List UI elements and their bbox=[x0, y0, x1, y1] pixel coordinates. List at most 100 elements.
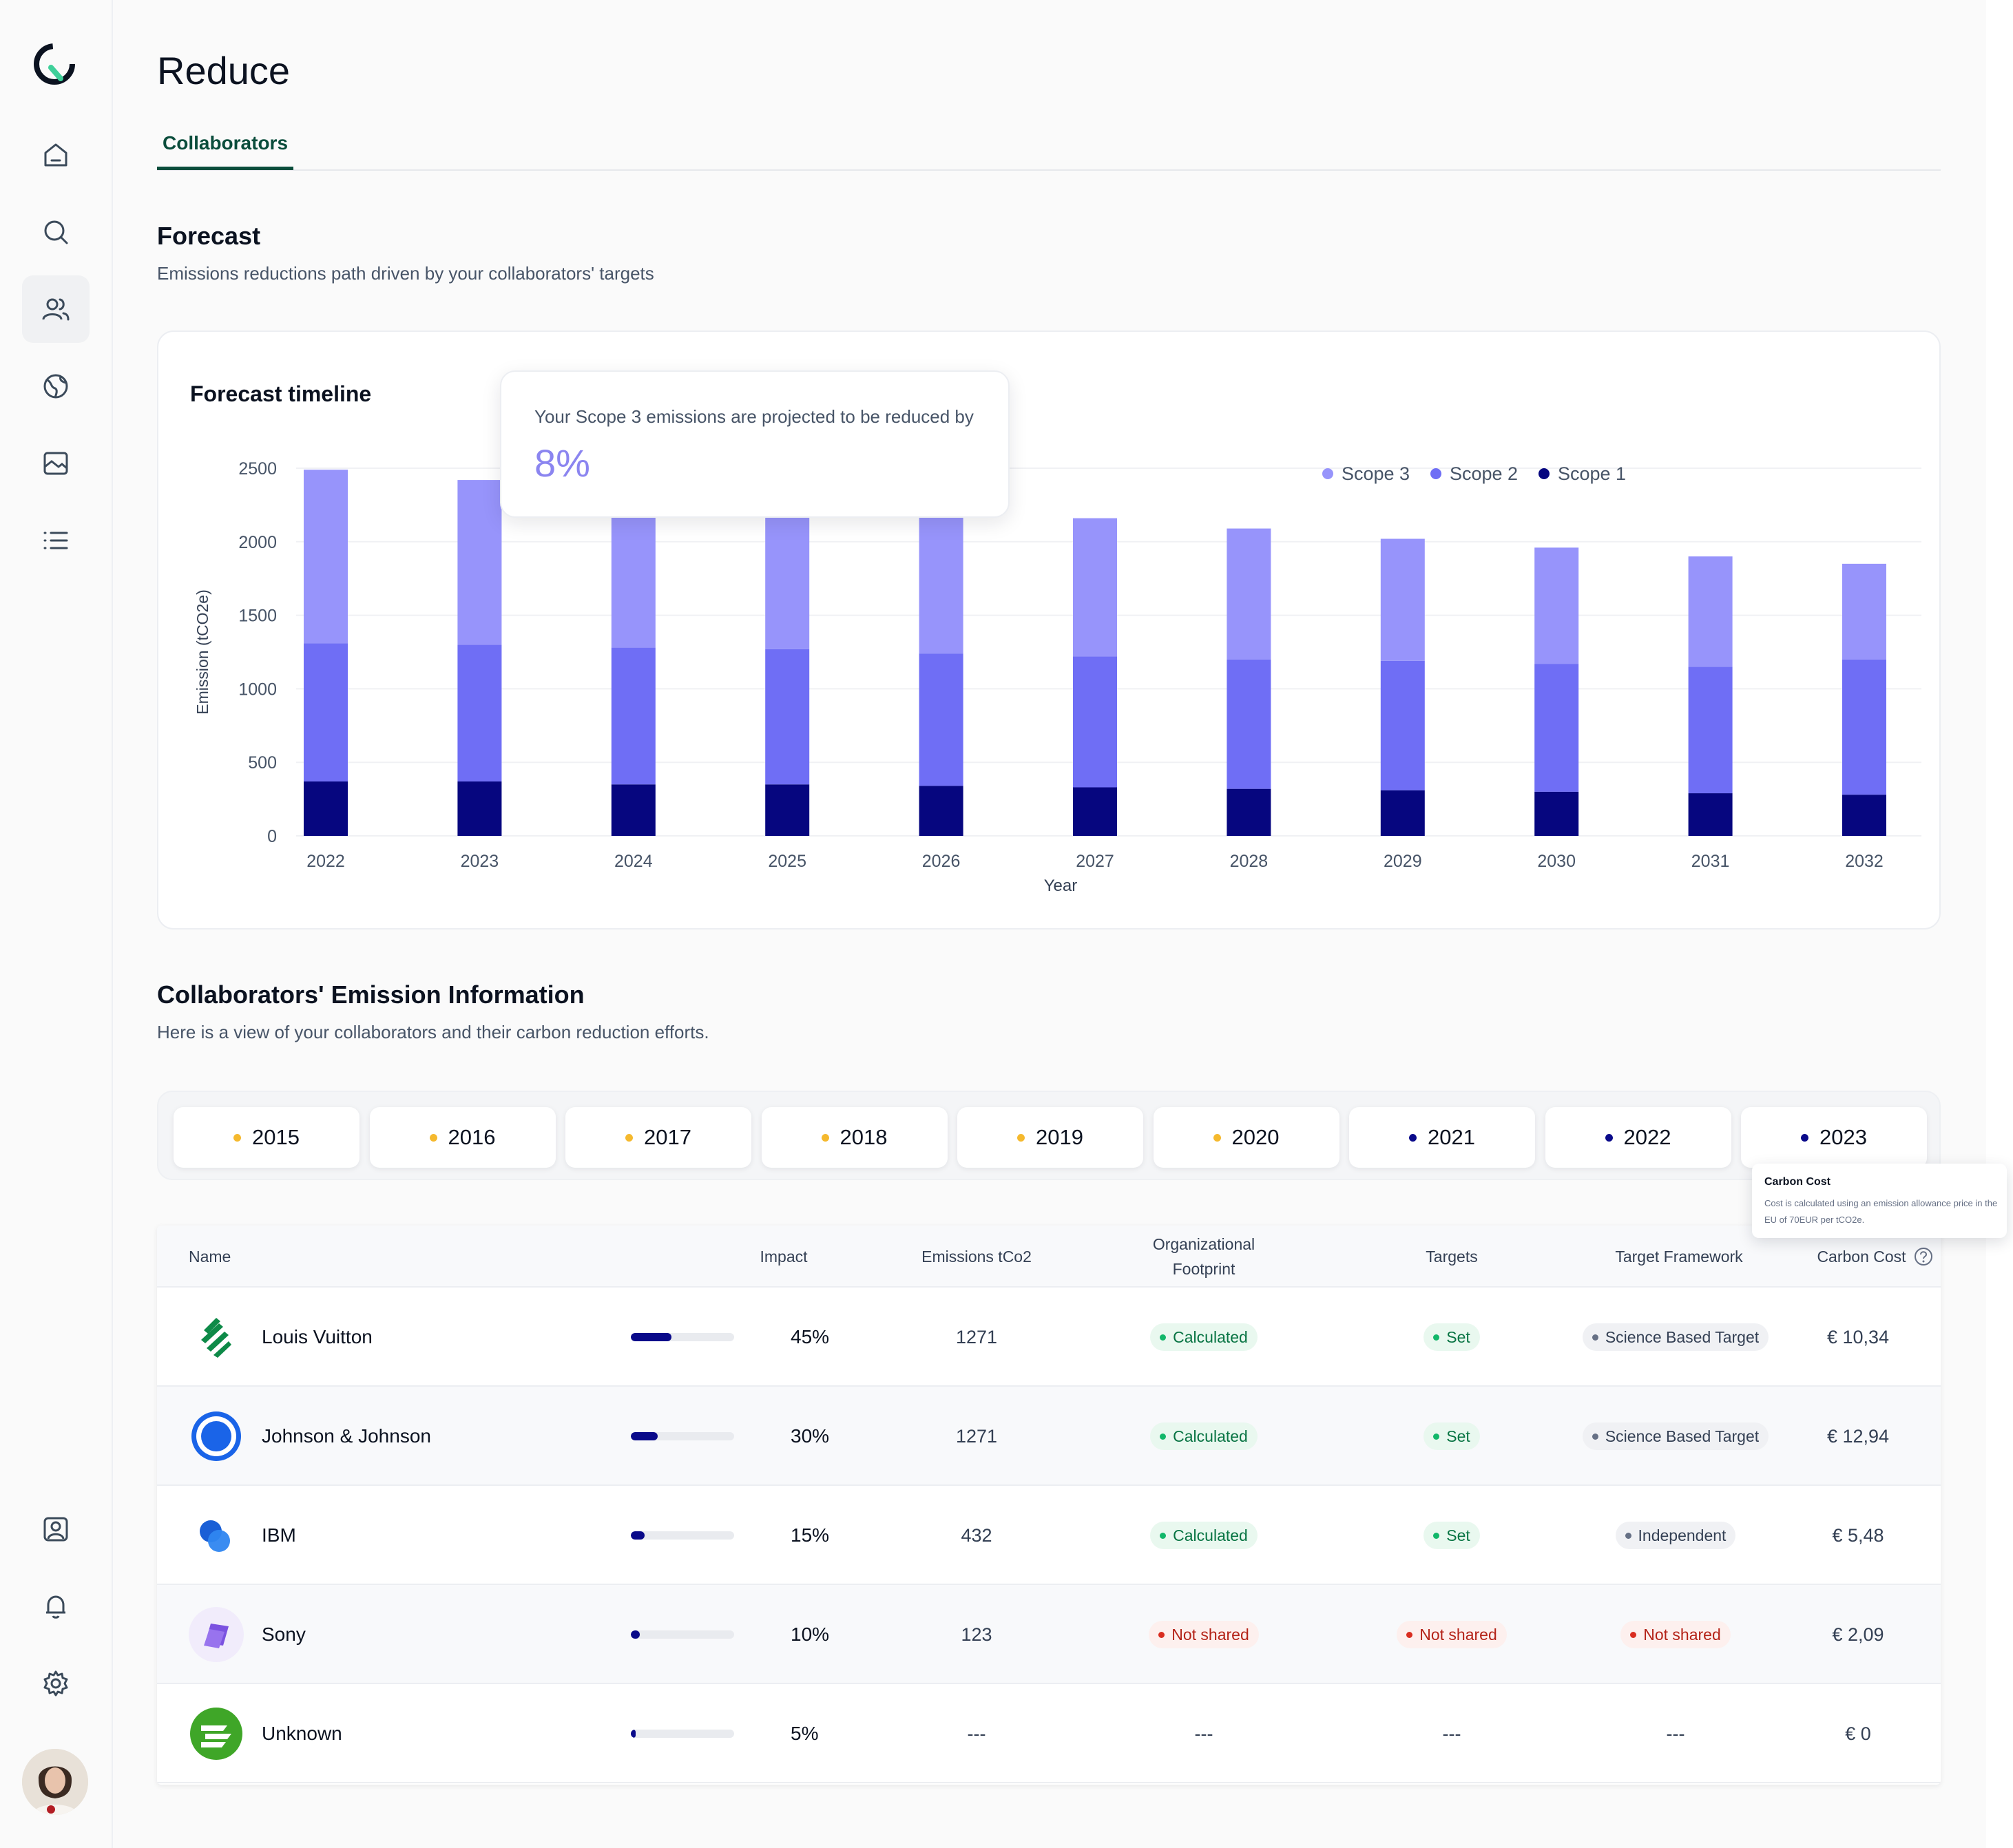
year-label: 2015 bbox=[252, 1125, 300, 1149]
year-label: 2022 bbox=[1623, 1125, 1671, 1149]
x-tick-label: 2031 bbox=[1691, 852, 1730, 871]
year-pill[interactable]: 2022 bbox=[1545, 1107, 1731, 1168]
bar-scope-2 bbox=[1842, 659, 1886, 795]
bar-scope-2 bbox=[611, 647, 656, 785]
targets-cell: Set bbox=[1369, 1486, 1534, 1585]
company-name[interactable]: Unknown bbox=[262, 1723, 342, 1744]
footprint-cell: Calculated bbox=[1121, 1486, 1286, 1585]
forecast-chart: 0 500 1000 1500 2000 2500 Emission (tCO2e) Year… bbox=[194, 459, 1921, 895]
th-emissions[interactable]: Emissions tCo2 bbox=[921, 1248, 1032, 1266]
th-impact[interactable]: Impact bbox=[760, 1248, 808, 1266]
table-row[interactable]: Johnson & Johnson 30% 1271 Calculated Set Sci… bbox=[157, 1387, 1941, 1486]
users-icon[interactable] bbox=[22, 275, 90, 343]
unknown-logo-icon bbox=[189, 1706, 244, 1761]
table-row[interactable]: Unknown 5% --- --- --- --- € 0 bbox=[157, 1684, 1941, 1783]
status-dot bbox=[1409, 1133, 1417, 1142]
th-org-footprint[interactable]: Organizational Footprint bbox=[1121, 1226, 1286, 1288]
contact-icon[interactable] bbox=[22, 1495, 90, 1563]
impact-bar-fill bbox=[631, 1432, 658, 1440]
y-axis-label: Emission (tCO2e) bbox=[194, 589, 211, 714]
sidebar bbox=[0, 0, 113, 1848]
status-badge-label: Calculated bbox=[1173, 1327, 1248, 1346]
table-row[interactable]: Louis Vuitton 45% 1271 Calculated Set Science… bbox=[157, 1288, 1941, 1387]
home-icon[interactable] bbox=[22, 121, 90, 189]
bar-scope-3 bbox=[457, 480, 502, 645]
status-badge: Set bbox=[1423, 1323, 1480, 1351]
list-icon[interactable] bbox=[22, 507, 90, 574]
carbon-cost-tooltip: Carbon Cost Cost is calculated using an … bbox=[1752, 1164, 2007, 1238]
search-icon[interactable] bbox=[22, 198, 90, 266]
year-pill[interactable]: 2018 bbox=[761, 1107, 948, 1168]
year-pill[interactable]: 2019 bbox=[957, 1107, 1143, 1168]
year-label: 2023 bbox=[1819, 1125, 1867, 1149]
bar-scope-3 bbox=[1227, 528, 1271, 660]
status-badge-label: Set bbox=[1446, 1427, 1470, 1445]
impact-percent: 45% bbox=[791, 1326, 830, 1347]
status-dot bbox=[1592, 1433, 1598, 1440]
targets-cell: --- bbox=[1369, 1684, 1534, 1783]
year-pill[interactable]: 2015 bbox=[174, 1107, 359, 1168]
bar-scope-3 bbox=[919, 505, 963, 654]
company-name[interactable]: Sony bbox=[262, 1624, 306, 1645]
status-dot bbox=[1160, 1334, 1167, 1341]
company-name[interactable]: Johnson & Johnson bbox=[262, 1425, 431, 1447]
carbon-cost-value: € 0 bbox=[1845, 1723, 1871, 1744]
x-tick-label: 2026 bbox=[922, 852, 961, 871]
bar-scope-2 bbox=[1534, 664, 1579, 792]
th-carbon-cost[interactable]: Carbon Cost bbox=[1796, 1226, 1941, 1288]
app-logo-icon[interactable] bbox=[30, 40, 79, 88]
table-row[interactable]: IBM 15% 432 Calculated Set Independent € 5,48 bbox=[157, 1486, 1941, 1585]
forecast-subtitle: Emissions reductions path driven by your… bbox=[157, 263, 654, 284]
x-axis-label: Year bbox=[1044, 876, 1078, 895]
th-framework[interactable]: Target Framework bbox=[1615, 1248, 1743, 1266]
status-dot bbox=[233, 1133, 242, 1142]
status-badge: Calculated bbox=[1150, 1522, 1258, 1549]
bar-scope-1 bbox=[1534, 791, 1579, 836]
company-name[interactable]: IBM bbox=[262, 1524, 296, 1546]
carbon-cost-tooltip-body: Cost is calculated using an emission all… bbox=[1764, 1198, 1998, 1225]
emissions-value: 1271 bbox=[955, 1425, 998, 1447]
impact-bar bbox=[631, 1531, 734, 1540]
year-pill[interactable]: 2016 bbox=[369, 1107, 556, 1168]
company-name[interactable]: Louis Vuitton bbox=[262, 1326, 373, 1347]
impact-bar bbox=[631, 1630, 734, 1639]
y-tick-label: 2500 bbox=[238, 459, 277, 479]
status-badge-label: Independent bbox=[1638, 1526, 1727, 1544]
year-label: 2020 bbox=[1231, 1125, 1280, 1149]
year-pill[interactable]: 2020 bbox=[1153, 1107, 1339, 1168]
bar-scope-1 bbox=[611, 784, 656, 836]
footprint-cell: Calculated bbox=[1121, 1288, 1286, 1387]
bar-scope-1 bbox=[1688, 793, 1733, 836]
impact-bar-fill bbox=[631, 1531, 645, 1540]
image-icon[interactable] bbox=[22, 430, 90, 497]
projection-value: 8% bbox=[534, 441, 590, 485]
bar-scope-3 bbox=[765, 496, 810, 649]
globe-icon[interactable] bbox=[22, 353, 90, 420]
avatar[interactable] bbox=[22, 1749, 88, 1815]
th-name[interactable]: Name bbox=[189, 1248, 231, 1266]
year-pill[interactable]: 2021 bbox=[1349, 1107, 1535, 1168]
bell-icon[interactable] bbox=[22, 1573, 90, 1640]
bar-scope-1 bbox=[304, 781, 348, 836]
table-row[interactable]: Sony 10% 123 Not shared Not shared Not shared… bbox=[157, 1585, 1941, 1684]
x-tick-label: 2028 bbox=[1230, 852, 1269, 871]
framework-cell: Independent bbox=[1562, 1486, 1789, 1585]
status-dot bbox=[429, 1133, 437, 1142]
gear-icon[interactable] bbox=[22, 1650, 90, 1717]
status-dot bbox=[625, 1133, 634, 1142]
year-label: 2021 bbox=[1428, 1125, 1475, 1149]
bar-scope-3 bbox=[1073, 518, 1117, 657]
impact-bar bbox=[631, 1730, 734, 1738]
impact-bar bbox=[631, 1333, 734, 1341]
help-icon[interactable] bbox=[1913, 1246, 1934, 1267]
x-tick-label: 2029 bbox=[1384, 852, 1422, 871]
year-pill[interactable]: 2017 bbox=[565, 1107, 751, 1168]
table-header: Name Impact Emissions tCo2 Organizationa… bbox=[157, 1226, 1941, 1288]
footprint-cell-text: --- bbox=[1194, 1723, 1213, 1744]
th-targets[interactable]: Targets bbox=[1426, 1248, 1478, 1266]
year-pill[interactable]: 2023 bbox=[1741, 1107, 1927, 1168]
bar-scope-2 bbox=[1688, 666, 1733, 794]
x-tick-label: 2030 bbox=[1537, 852, 1576, 871]
tab-collaborators[interactable]: Collaborators bbox=[157, 125, 294, 170]
emissions-value: 123 bbox=[961, 1624, 992, 1645]
